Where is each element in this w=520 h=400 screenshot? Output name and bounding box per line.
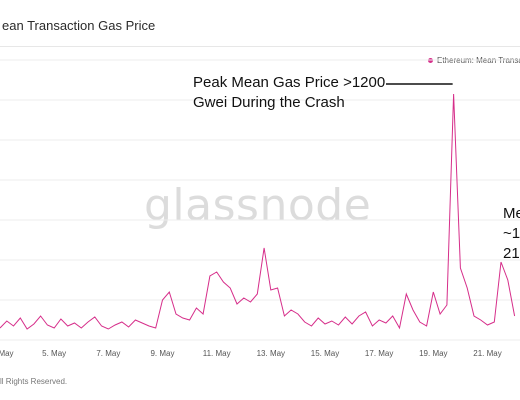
right-annotation-line2: ~1 xyxy=(503,225,520,242)
right-annotation-line1: Me xyxy=(503,205,520,222)
title-divider xyxy=(0,46,520,47)
x-tick-label: 11. May xyxy=(203,349,231,358)
x-tick-label: May xyxy=(0,349,14,358)
peak-annotation-line1: Peak Mean Gas Price >1200 xyxy=(193,74,386,91)
x-tick-label: 15. May xyxy=(311,349,339,358)
x-tick-label: 13. May xyxy=(257,349,285,358)
chart-title: ean Transaction Gas Price xyxy=(2,18,156,33)
x-tick-label: 21. May xyxy=(473,349,501,358)
grid-lines xyxy=(0,59,520,341)
x-tick-label: 7. May xyxy=(96,349,120,358)
peak-annotation-line2: Gwei During the Crash xyxy=(193,94,345,111)
peak-annotation: Peak Mean Gas Price >1200 Gwei During th… xyxy=(193,73,385,113)
x-tick-label: 17. May xyxy=(365,349,393,358)
x-tick-label: 5. May xyxy=(42,349,66,358)
right-annotation-line3: 21 xyxy=(503,245,520,262)
watermark-logo: glassnode xyxy=(144,180,372,231)
series-line xyxy=(0,93,516,330)
x-tick-label: 19. May xyxy=(419,349,447,358)
x-tick-label: 9. May xyxy=(150,349,174,358)
x-axis-ticks: May 5. May 7. May 9. May 11. May 13. May 15. M… xyxy=(0,349,502,358)
right-annotation: Me ~1 21 xyxy=(503,204,520,264)
copyright-footer: ll Rights Reserved. xyxy=(0,377,68,386)
